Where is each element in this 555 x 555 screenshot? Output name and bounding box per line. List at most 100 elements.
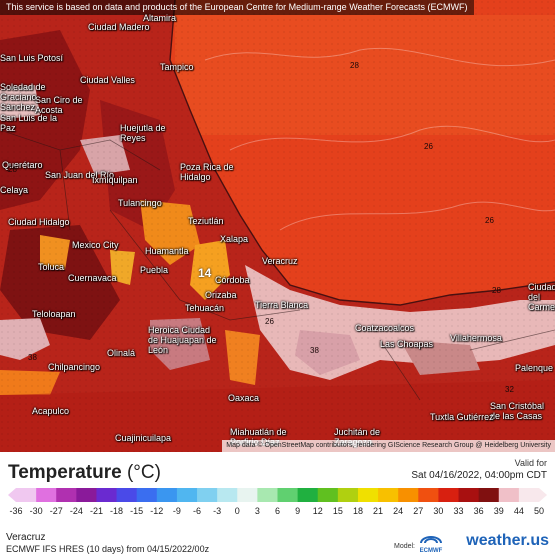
scale-tick-label: -12 [150,506,164,516]
map-attribution[interactable]: Map data © OpenStreetMap contributors, r… [222,440,555,452]
city-label: Ciudad del Carmen [528,282,555,312]
contour-label: 26 [265,317,274,326]
city-label: Tuxtla Gutiérrez [430,412,494,422]
scale-segment [277,488,299,502]
scale-tick-label: 18 [352,506,363,516]
city-label: Cuernavaca [68,273,117,283]
contour-label: 28 [8,165,17,174]
forecast-map[interactable]: This service is based on data and produc… [0,0,555,452]
city-label: Ciudad Valles [80,75,135,85]
scale-tick-label: 12 [312,506,323,516]
legend-unit: (°C) [121,462,161,483]
legend-panel: Temperature (°C) Valid for Sat 04/16/202… [0,452,555,555]
scale-segment [438,488,460,502]
city-label: Teziutlán [188,216,224,226]
ecmwf-logo-icon: ECMWF [420,536,443,554]
scale-ticks: -36 -30 -27 -24 -21 -18 -15 -12 -9 -6 -3 0 3 6 9 12 15 18… [0,506,555,518]
scale-segment [136,488,158,502]
scale-tick-label: 33 [453,506,464,516]
scale-segment [217,488,238,502]
scale-segment [156,488,178,502]
scale-tick-label: 39 [493,506,504,516]
scale-tick-label: 24 [393,506,404,516]
scale-segment [418,488,439,502]
city-label: Tierra Blanca [255,300,309,310]
scale-segment [56,488,77,502]
scale-segment [378,488,399,502]
scale-segment [498,488,520,502]
scale-tick-label: 21 [373,506,384,516]
model-run-info: ECMWF IFS HRES (10 days) from 04/15/2022… [6,544,210,554]
color-scale-bar [8,488,547,502]
scale-tick-label: 36 [473,506,484,516]
city-label: Celaya [0,185,29,195]
scale-tick-label: -15 [130,506,144,516]
scale-tick-label: -6 [193,506,202,516]
scale-tick-label: 27 [413,506,424,516]
scale-tick-label: -24 [69,506,83,516]
city-label: Ixmiquilpan [92,175,138,185]
min-temperature-marker: 14 [198,266,212,280]
ecmwf-logo-text: ECMWF [420,548,443,554]
contour-label: 38 [28,353,37,362]
scale-segment [116,488,138,502]
city-label: Acapulco [32,406,70,416]
scale-segment [176,488,198,502]
city-label: Poza Rica de Hidalgo [180,162,234,182]
scale-segment [478,488,500,502]
city-label: Teloloapan [32,309,76,319]
scale-segment [237,488,258,502]
city-label: Ciudad Madero [88,22,150,32]
scale-segment [357,488,379,502]
legend-title: Temperature (°C) [8,462,161,484]
scale-segment [197,488,218,502]
city-label: Ciudad Hidalgo [8,217,70,227]
scale-segment [398,488,419,502]
city-label: Altamira [143,13,177,23]
contour-label: 38 [310,346,319,355]
scale-tick-label: 6 [274,506,281,516]
weather-us-logo[interactable]: weather.us [466,532,549,549]
city-label: Cuajinicuilapa [115,433,172,443]
city-label: Huamantla [145,246,189,256]
legend-title-text: Temperature [8,462,122,483]
scale-tick-label: 50 [533,506,545,516]
city-label: San Juan del Río [45,170,115,180]
city-label: Villahermosa [450,333,502,343]
city-label: San Ciro de Acosta [35,95,83,115]
city-label: Veracruz [262,256,298,266]
city-label: Las Choapas [380,339,434,349]
city-label: Puebla [140,265,169,275]
scale-tick-label: -30 [29,506,43,516]
scale-segment [297,488,319,502]
scale-segment [257,488,278,502]
city-label: Xalapa [220,234,249,244]
contour-label: 28 [492,286,501,295]
city-label: Heroica Ciudad de Huajuapan de León [148,325,217,355]
city-label: San Luis Potosí [0,53,64,63]
contour-label: 26 [424,142,433,151]
city-label: Huejutla de Reyes [120,123,166,143]
city-label: Coatzacoalcos [355,323,415,333]
contour-label: 28 [350,61,359,70]
scale-segment [337,488,359,502]
city-label: Querétaro [2,160,43,170]
city-label: Mexico City [72,240,119,250]
city-label: Tehuacán [185,303,225,313]
city-label: San Luis de la Paz [0,113,58,133]
valid-for-label: Valid for [514,458,547,468]
scale-tick-label: -27 [49,506,63,516]
scale-segment [76,488,97,502]
scale-tick-label: 44 [513,506,524,516]
scale-tick-label: 0 [234,506,240,516]
contour-label: 32 [505,385,514,394]
city-label: Chilpancingo [48,362,101,372]
location-name: Veracruz [6,532,46,543]
temperature-field [0,0,555,452]
scale-segment [317,488,339,502]
city-label: Palenque [515,363,554,373]
scale-tick-label: 3 [254,506,260,516]
city-label: San Cristóbal de las Casas [490,401,545,421]
scale-segment [518,488,547,502]
city-label: Tulancingo [118,198,162,208]
